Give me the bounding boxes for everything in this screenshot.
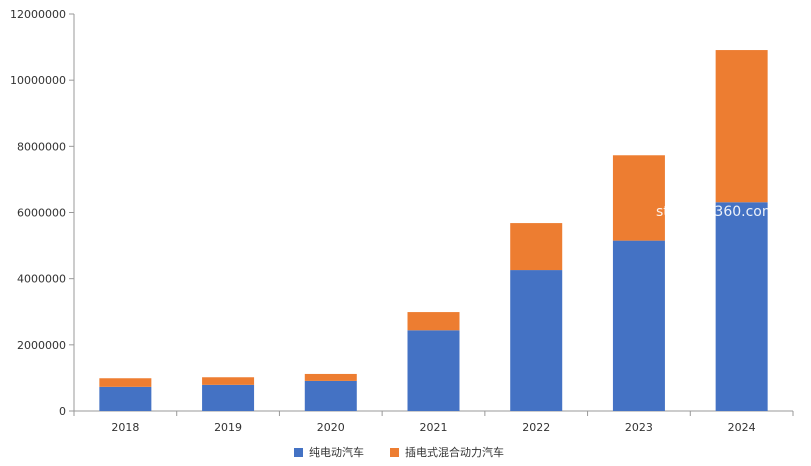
legend-label-bev: 纯电动汽车 [309,445,364,459]
bar-phev-2022 [510,223,563,271]
bar-bev-2021 [407,330,460,411]
bar-phev-2021 [407,312,460,331]
bar-phev-2019 [202,377,255,385]
y-tick-label: 6000000 [17,207,66,220]
x-tick-label: 2023 [625,421,653,434]
bar-bev-2020 [304,380,357,411]
x-tick-label: 2020 [317,421,345,434]
legend-label-phev: 插电式混合动力汽车 [405,445,504,459]
y-tick-label: 0 [59,405,66,418]
y-tick-label: 10000000 [10,74,66,87]
watermark: stardata360.com [656,204,775,220]
bar-bev-2023 [612,240,665,411]
x-tick-labels: 2018 2019 2020 2021 2022 2023 2024 [73,411,794,434]
x-tick-label: 2021 [420,421,448,434]
legend: 纯电动汽车 插电式混合动力汽车 [294,445,504,459]
bars [99,50,768,411]
bar-bev-2018 [99,386,152,411]
x-tick-label: 2024 [728,421,756,434]
bar-phev-2023 [612,155,665,241]
x-tick-label: 2018 [111,421,139,434]
y-tick-label: 8000000 [17,140,66,153]
y-tick-label: 2000000 [17,339,66,352]
y-tick-label: 12000000 [10,8,66,21]
legend-swatch-bev [294,448,303,457]
x-tick-label: 2022 [522,421,550,434]
bar-phev-2024 [715,50,768,203]
y-tick-labels: 0 2000000 4000000 6000000 8000000 10000000 120… [10,8,74,418]
bar-bev-2024 [715,202,768,411]
bar-phev-2018 [99,378,152,387]
bar-phev-2020 [304,373,357,381]
y-tick-label: 4000000 [17,273,66,286]
x-tick-label: 2019 [214,421,242,434]
bar-bev-2019 [202,384,255,411]
legend-swatch-phev [390,448,399,457]
bar-bev-2022 [510,270,563,411]
